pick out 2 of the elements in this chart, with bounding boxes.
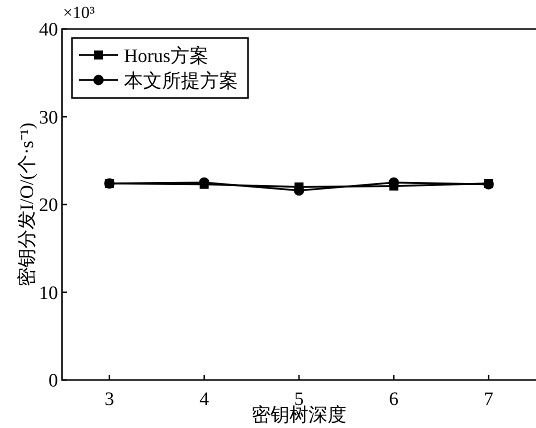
- annotation: ×10³: [63, 3, 95, 22]
- ylabel: 密钥分发I/O/(个·s⁻¹): [17, 122, 38, 286]
